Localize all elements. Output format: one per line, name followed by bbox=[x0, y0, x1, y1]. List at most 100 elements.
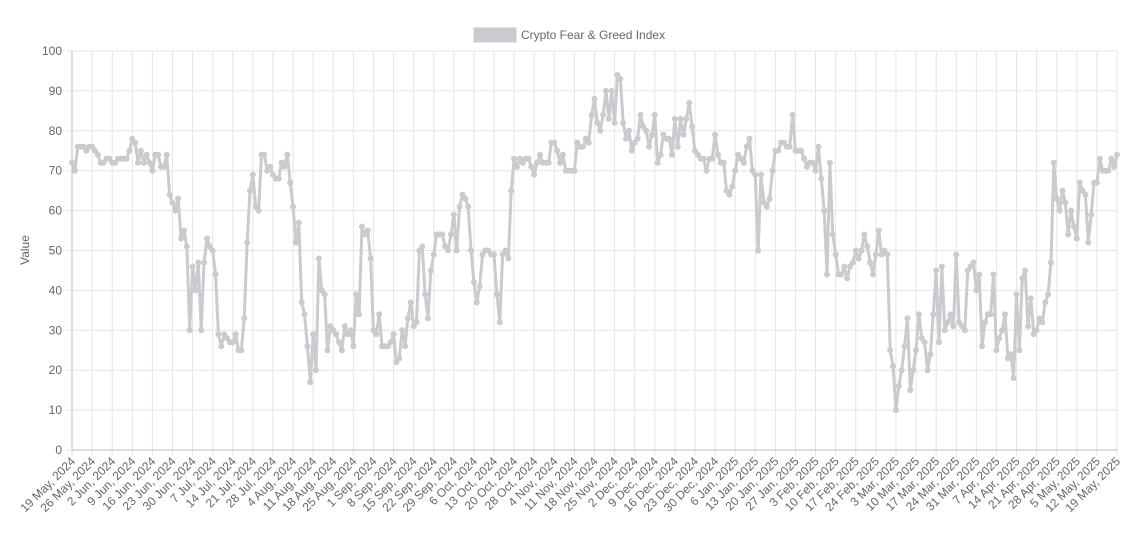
data-point bbox=[729, 183, 736, 190]
data-point bbox=[1002, 311, 1009, 318]
data-point bbox=[203, 235, 210, 242]
data-point bbox=[752, 171, 759, 178]
data-point bbox=[511, 155, 518, 162]
data-point bbox=[812, 167, 819, 174]
data-point bbox=[818, 175, 825, 182]
data-point bbox=[402, 343, 409, 350]
data-point bbox=[364, 227, 371, 234]
data-point bbox=[275, 175, 282, 182]
data-point bbox=[491, 251, 498, 258]
data-point bbox=[94, 151, 101, 158]
data-point bbox=[350, 343, 357, 350]
data-point bbox=[1062, 199, 1069, 206]
data-point bbox=[892, 407, 899, 414]
data-point bbox=[769, 167, 776, 174]
data-point bbox=[186, 327, 193, 334]
data-point bbox=[680, 131, 687, 138]
data-point bbox=[714, 151, 721, 158]
data-point bbox=[930, 311, 937, 318]
data-point bbox=[941, 327, 948, 334]
data-point bbox=[651, 111, 658, 118]
data-point bbox=[746, 135, 753, 142]
data-point bbox=[884, 251, 891, 258]
data-point bbox=[703, 167, 710, 174]
data-point bbox=[502, 247, 509, 254]
data-point bbox=[496, 319, 503, 326]
data-point bbox=[620, 119, 627, 126]
data-point bbox=[292, 239, 299, 246]
data-point bbox=[887, 347, 894, 354]
data-point bbox=[890, 363, 897, 370]
data-point bbox=[313, 367, 320, 374]
data-point bbox=[290, 203, 297, 210]
data-point bbox=[166, 191, 173, 198]
data-point bbox=[534, 159, 541, 166]
data-point bbox=[462, 195, 469, 202]
data-point bbox=[1007, 351, 1014, 358]
data-point bbox=[407, 299, 414, 306]
data-point bbox=[445, 247, 452, 254]
data-point bbox=[169, 199, 176, 206]
data-point bbox=[617, 75, 624, 82]
data-point bbox=[669, 151, 676, 158]
data-point bbox=[324, 347, 331, 354]
data-point bbox=[700, 155, 707, 162]
y-tick-label: 70 bbox=[49, 164, 63, 178]
data-point bbox=[192, 287, 199, 294]
data-point bbox=[1053, 195, 1060, 202]
data-point bbox=[947, 311, 954, 318]
data-point bbox=[427, 267, 434, 274]
data-point bbox=[1076, 179, 1083, 186]
data-point bbox=[126, 147, 133, 154]
data-point bbox=[953, 251, 960, 258]
data-point bbox=[1088, 211, 1095, 218]
data-point bbox=[976, 271, 983, 278]
data-point bbox=[465, 203, 472, 210]
data-point bbox=[1010, 375, 1017, 382]
data-point bbox=[824, 271, 831, 278]
data-point bbox=[763, 203, 770, 210]
data-point bbox=[634, 135, 641, 142]
data-point bbox=[740, 159, 747, 166]
data-point bbox=[646, 143, 653, 150]
data-point bbox=[335, 339, 342, 346]
data-point bbox=[981, 319, 988, 326]
data-point bbox=[987, 311, 994, 318]
data-point bbox=[155, 151, 162, 158]
y-tick-label: 60 bbox=[49, 204, 63, 218]
data-point bbox=[338, 347, 345, 354]
data-point bbox=[307, 379, 314, 386]
data-point bbox=[927, 351, 934, 358]
data-point bbox=[901, 343, 908, 350]
data-point bbox=[450, 211, 457, 218]
data-point bbox=[557, 159, 564, 166]
data-point bbox=[356, 311, 363, 318]
data-point bbox=[798, 147, 805, 154]
data-point bbox=[304, 343, 311, 350]
data-point bbox=[1056, 207, 1063, 214]
data-point bbox=[1070, 223, 1077, 230]
data-point bbox=[1111, 163, 1118, 170]
data-point bbox=[910, 367, 917, 374]
data-point bbox=[333, 331, 340, 338]
data-point bbox=[71, 167, 78, 174]
data-point bbox=[1027, 295, 1034, 302]
data-point bbox=[898, 367, 905, 374]
data-point bbox=[970, 259, 977, 266]
data-point bbox=[422, 291, 429, 298]
data-point bbox=[367, 255, 374, 262]
data-point bbox=[531, 171, 538, 178]
data-point bbox=[528, 163, 535, 170]
y-tick-label: 10 bbox=[49, 403, 63, 417]
data-point bbox=[789, 111, 796, 118]
data-point bbox=[209, 247, 216, 254]
points bbox=[69, 71, 1120, 414]
data-point bbox=[358, 223, 365, 230]
data-point bbox=[1013, 291, 1020, 298]
data-point bbox=[1073, 235, 1080, 242]
data-point bbox=[648, 131, 655, 138]
data-point bbox=[915, 311, 922, 318]
data-point bbox=[137, 147, 144, 154]
data-point bbox=[801, 155, 808, 162]
